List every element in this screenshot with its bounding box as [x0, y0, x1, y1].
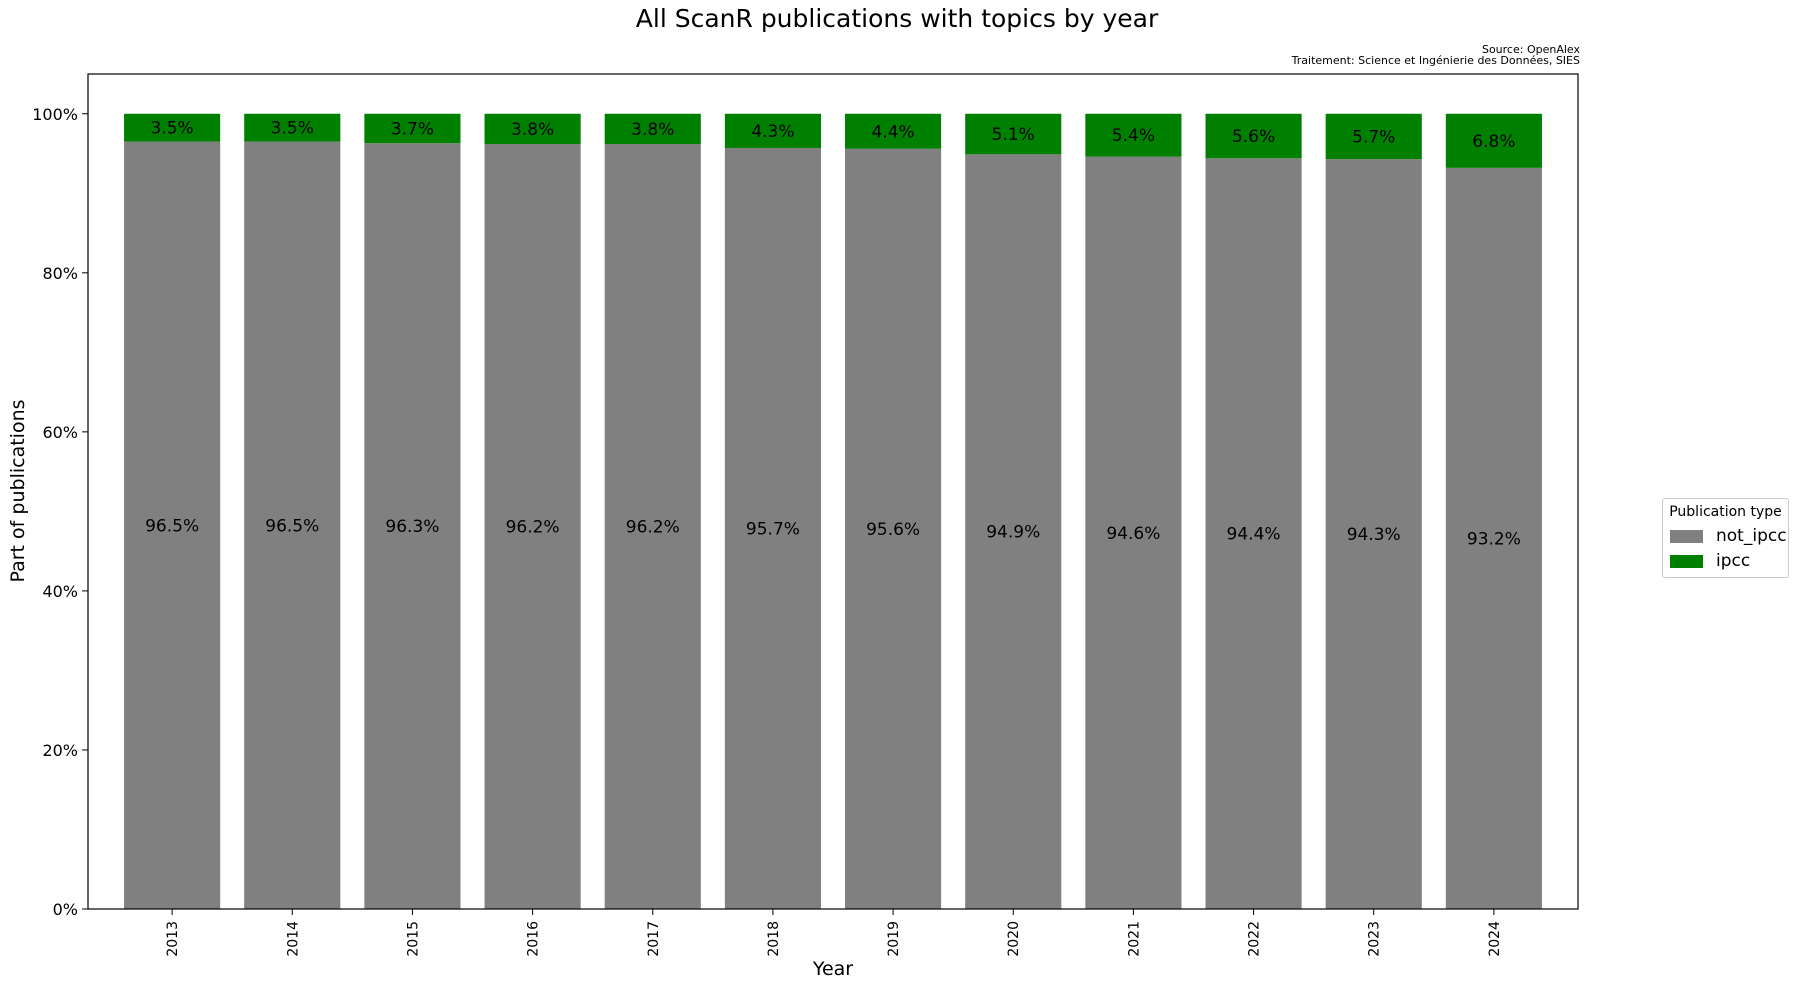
bar-ipcc-2023 — [1325, 113, 1422, 160]
bar-label-not-ipcc-2020: 94.9% — [986, 523, 1040, 543]
bar-ipcc-2018 — [724, 113, 821, 148]
bar-not-ipcc-2017 — [604, 143, 701, 909]
x-tick-label-2014: 2014 — [285, 921, 301, 957]
bar-label-not-ipcc-2023: 94.3% — [1347, 525, 1401, 545]
bar-not-ipcc-2020 — [965, 154, 1062, 910]
bar-label-not-ipcc-2016: 96.2% — [506, 517, 560, 537]
bar-ipcc-2019 — [845, 113, 942, 149]
bar-not-ipcc-2013 — [124, 141, 221, 910]
legend-title: Publication type — [1669, 504, 1782, 520]
bar-ipcc-2015 — [364, 113, 461, 144]
bar-label-ipcc-2023: 5.7% — [1352, 127, 1395, 147]
legend-swatch-not-ipcc — [1670, 529, 1703, 543]
bar-label-not-ipcc-2021: 94.6% — [1106, 524, 1160, 544]
x-tick-label-2017: 2017 — [646, 921, 662, 957]
x-tick-label-2015: 2015 — [405, 921, 421, 957]
bars-layer — [124, 113, 1542, 910]
y-tick-label: 80% — [42, 264, 78, 283]
y-tick-label: 0% — [53, 900, 78, 919]
bar-not-ipcc-2018 — [724, 147, 821, 909]
bar-label-not-ipcc-2019: 95.6% — [866, 520, 920, 540]
x-tick-label-2018: 2018 — [766, 921, 782, 957]
bar-ipcc-2020 — [965, 113, 1062, 155]
bar-not-ipcc-2016 — [484, 143, 581, 909]
bar-not-ipcc-2015 — [364, 143, 461, 909]
bar-not-ipcc-2021 — [1085, 156, 1182, 909]
bar-label-ipcc-2018: 4.3% — [751, 122, 794, 142]
x-tick-label-2023: 2023 — [1367, 921, 1383, 957]
y-tick-label: 100% — [32, 105, 78, 124]
treatment-note: Traitement: Science et Ingénierie des Do… — [1291, 54, 1580, 67]
y-axis: 0% 20% 40% 60% 80% 100% — [32, 105, 88, 919]
bar-ipcc-2013 — [124, 113, 221, 142]
bar-label-ipcc-2013: 3.5% — [151, 119, 194, 139]
bar-ipcc-2024 — [1445, 113, 1542, 168]
bar-ipcc-2014 — [244, 113, 341, 142]
bar-label-not-ipcc-2024: 93.2% — [1467, 529, 1521, 549]
legend-label-ipcc: ipcc — [1716, 551, 1751, 571]
y-axis-label: Part of publications — [7, 399, 29, 582]
bar-label-ipcc-2024: 6.8% — [1472, 132, 1515, 152]
legend-swatch-ipcc — [1670, 554, 1703, 568]
x-tick-label-2020: 2020 — [1006, 921, 1022, 957]
bar-label-ipcc-2019: 4.4% — [871, 122, 914, 142]
x-axis-label: Year — [812, 958, 853, 980]
legend-item-ipcc: ipcc — [1670, 551, 1750, 571]
y-tick-label: 20% — [42, 741, 78, 760]
x-tick-label-2021: 2021 — [1126, 921, 1142, 957]
bar-not-ipcc-2022 — [1205, 158, 1302, 910]
legend-label-not-ipcc: not_ipcc — [1716, 526, 1787, 546]
legend-item-not-ipcc: not_ipcc — [1670, 526, 1787, 546]
bar-label-ipcc-2015: 3.7% — [391, 119, 434, 139]
x-tick-label-2019: 2019 — [886, 921, 902, 957]
bar-label-not-ipcc-2022: 94.4% — [1227, 525, 1281, 545]
bar-label-ipcc-2021: 5.4% — [1112, 126, 1155, 146]
bar-ipcc-2017 — [604, 113, 701, 144]
bar-label-ipcc-2020: 5.1% — [992, 125, 1035, 145]
bar-label-not-ipcc-2015: 96.3% — [385, 517, 439, 537]
bar-label-not-ipcc-2013: 96.5% — [145, 516, 199, 536]
bar-not-ipcc-2014 — [244, 141, 341, 910]
bar-not-ipcc-2019 — [845, 148, 942, 909]
bar-ipcc-2016 — [484, 113, 581, 144]
x-tick-label-2022: 2022 — [1247, 921, 1263, 957]
bar-not-ipcc-2023 — [1325, 159, 1422, 910]
chart-title: All ScanR publications with topics by ye… — [635, 4, 1159, 33]
bar-label-ipcc-2016: 3.8% — [511, 120, 554, 140]
bar-label-not-ipcc-2017: 96.2% — [626, 517, 680, 537]
bar-label-ipcc-2022: 5.6% — [1232, 127, 1275, 147]
bar-label-not-ipcc-2018: 95.7% — [746, 519, 800, 539]
y-tick-label: 60% — [42, 423, 78, 442]
bar-label-ipcc-2017: 3.8% — [631, 120, 674, 140]
y-tick-label: 40% — [42, 582, 78, 601]
bar-not-ipcc-2024 — [1445, 167, 1542, 910]
bar-labels-layer: 96.5% 3.5% 96.5% 3.5% 96.3% 3.7% 96.2% 3.8% 96.2… — [145, 119, 1521, 550]
source-note: Source: OpenAlex — [1481, 43, 1580, 56]
plot-frame — [87, 73, 1579, 910]
bar-label-not-ipcc-2014: 96.5% — [265, 516, 319, 536]
x-tick-label-2024: 2024 — [1487, 921, 1503, 957]
x-tick-label-2016: 2016 — [526, 921, 542, 957]
x-tick-label-2013: 2013 — [165, 921, 181, 957]
bar-label-ipcc-2014: 3.5% — [271, 119, 314, 139]
x-axis: 2013 2014 2015 2016 2017 2018 2019 2020 2021 2022… — [165, 909, 1503, 957]
bar-ipcc-2022 — [1205, 113, 1302, 159]
legend: Publication type not_ipcc ipcc — [1662, 498, 1789, 578]
bar-ipcc-2021 — [1085, 113, 1182, 157]
